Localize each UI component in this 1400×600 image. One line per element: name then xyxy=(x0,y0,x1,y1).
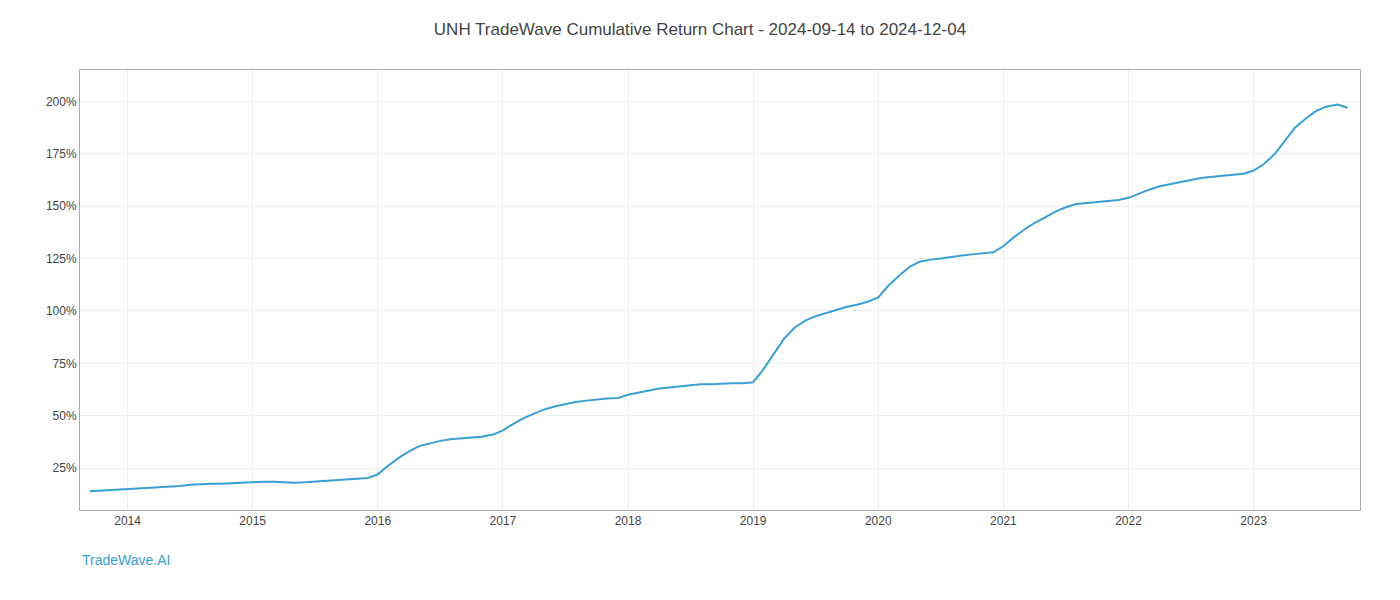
svg-text:75%: 75% xyxy=(53,357,77,371)
svg-text:175%: 175% xyxy=(46,147,77,161)
svg-text:2017: 2017 xyxy=(490,514,517,528)
svg-text:2020: 2020 xyxy=(865,514,892,528)
svg-text:50%: 50% xyxy=(53,409,77,423)
svg-text:200%: 200% xyxy=(46,95,77,109)
svg-text:UNH TradeWave Cumulative Retur: UNH TradeWave Cumulative Return Chart - … xyxy=(434,20,966,39)
svg-text:2016: 2016 xyxy=(364,514,391,528)
svg-text:2014: 2014 xyxy=(114,514,141,528)
svg-text:2022: 2022 xyxy=(1115,514,1142,528)
svg-text:2015: 2015 xyxy=(239,514,266,528)
svg-text:2018: 2018 xyxy=(615,514,642,528)
svg-text:150%: 150% xyxy=(46,199,77,213)
svg-text:125%: 125% xyxy=(46,252,77,266)
svg-text:100%: 100% xyxy=(46,304,77,318)
svg-text:25%: 25% xyxy=(53,461,77,475)
svg-text:2019: 2019 xyxy=(740,514,767,528)
svg-text:TradeWave.AI: TradeWave.AI xyxy=(82,552,170,568)
svg-text:2021: 2021 xyxy=(990,514,1017,528)
svg-text:2023: 2023 xyxy=(1240,514,1267,528)
